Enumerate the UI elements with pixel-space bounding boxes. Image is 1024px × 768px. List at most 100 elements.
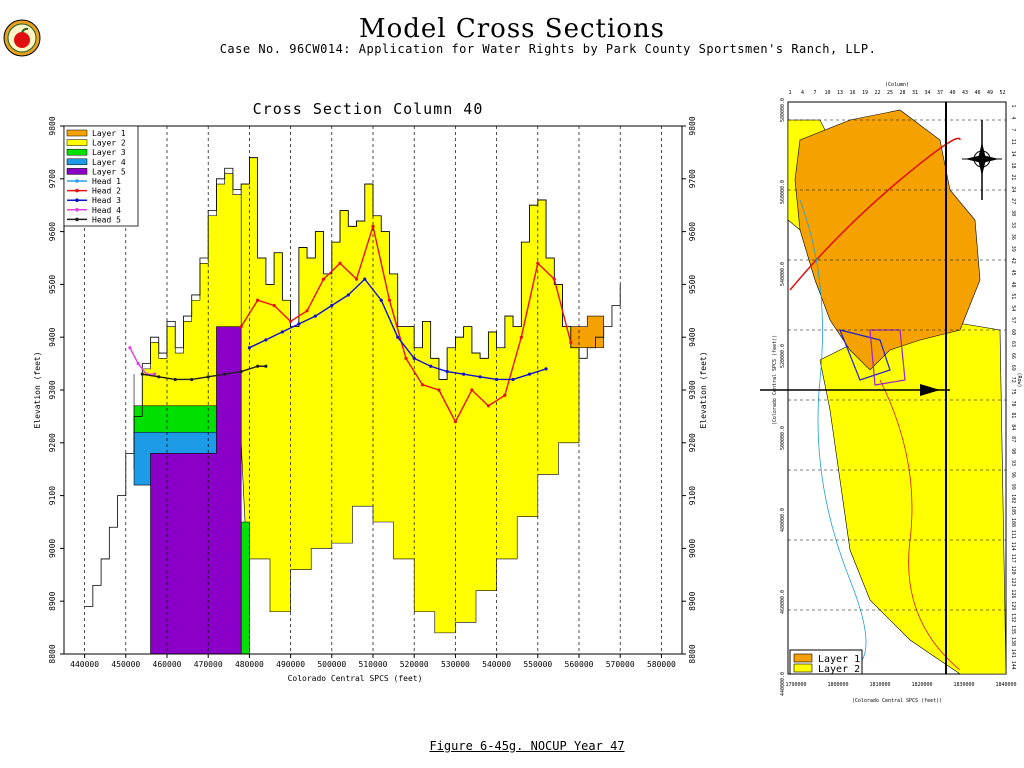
legend-label: Head 3 [92, 196, 121, 205]
y-tick-label: 9200 [48, 433, 57, 452]
page-subtitle: Case No. 96CW014: Application for Water … [219, 42, 877, 56]
map-left-tick-label: 560000.0 [780, 180, 786, 204]
map-right-tick-label: 51 [1010, 293, 1016, 299]
map-right-tick-label: 132 [1010, 613, 1016, 622]
map-right-tick-label: 7 [1010, 128, 1016, 131]
data-point [330, 303, 334, 308]
map-right-tick-label: 18 [1010, 162, 1016, 168]
map-right-tick-label: 27 [1010, 198, 1016, 204]
x-tick-label: 440000 [70, 660, 99, 669]
map-right-tick-label: 11 [1010, 139, 1016, 145]
y-tick-label-right: 9500 [688, 275, 697, 294]
map-bottom-tick-label: 1800000 [827, 682, 848, 688]
map-top-tick-label: 49 [987, 90, 993, 96]
map-right-tick-label: 69 [1010, 365, 1016, 371]
series-line-head-4 [129, 347, 155, 375]
y-tick-label: 9100 [48, 486, 57, 505]
data-point [321, 277, 326, 281]
y-tick-label-right: 8900 [688, 591, 697, 610]
map-legend-swatch-layer1 [793, 653, 813, 663]
map-right-tick-label: 90 [1010, 448, 1016, 454]
y-tick-label-right: 9000 [688, 539, 697, 558]
data-point [256, 364, 260, 368]
y-axis-label: Elevation (feet) [33, 351, 42, 428]
x-tick-label: 560000 [565, 660, 594, 669]
map-right-tick-label: 75 [1010, 389, 1016, 395]
y-tick-label-right: 9300 [688, 380, 697, 399]
map-right-tick-label: 81 [1010, 412, 1016, 418]
map-layer1-region [794, 109, 981, 371]
map-bottom-tick-label: 1830000 [953, 682, 974, 688]
data-point [206, 375, 210, 379]
map-right-tick-label: 45 [1010, 270, 1016, 276]
y-tick-label: 9300 [48, 380, 57, 399]
map-right-tick-label: 57 [1010, 317, 1016, 323]
location-map: 1 4 7 10 13 16 19 22 25 28 31 34 37 40 43 46 49 521471114… [760, 82, 1022, 704]
legend-swatch [66, 148, 88, 156]
legend-label: Head 5 [92, 215, 121, 224]
map-right-tick-label: 99 [1010, 484, 1016, 490]
map-road [789, 137, 961, 291]
y-tick-label-right: 9100 [688, 486, 697, 505]
legend-marker [75, 217, 79, 222]
data-point [305, 309, 309, 313]
data-point [495, 377, 499, 382]
map-right-tick-label: 54 [1010, 305, 1016, 311]
map-top-tick-label: 37 [937, 90, 943, 96]
map-top-tick-label: 31 [912, 90, 918, 96]
legend-label: Layer 4 [92, 158, 126, 167]
data-point [552, 277, 556, 281]
ground-surface-line [84, 157, 621, 607]
map-top-tick-label: 43 [962, 90, 968, 96]
map-top-tick-label: 28 [899, 90, 905, 96]
x-tick-label: 460000 [153, 660, 182, 669]
legend-label: Layer 1 [92, 129, 126, 138]
map-right-tick-label: 93 [1010, 460, 1016, 466]
data-point [173, 377, 177, 382]
map-top-tick-label: 1 [788, 90, 791, 96]
data-point [289, 319, 293, 323]
data-point [486, 404, 490, 408]
data-point [264, 364, 268, 368]
map-bottom-tick-label: 1820000 [911, 682, 932, 688]
map-right-tick-label: 36 [1010, 234, 1016, 240]
y-tick-label-right: 9600 [688, 222, 697, 241]
y-tick-label: 9400 [48, 327, 57, 346]
map-top-tick-label: 7 [813, 90, 816, 96]
map-right-tick-label: 60 [1010, 329, 1016, 335]
y-tick-label: 9700 [48, 169, 57, 188]
map-right-tick-label: 78 [1010, 400, 1016, 406]
legend-marker [75, 188, 79, 193]
map-right-tick-label: 111 [1010, 530, 1016, 539]
data-point [239, 325, 243, 329]
map-stream [799, 199, 867, 672]
map-right-tick-label: 66 [1010, 353, 1016, 359]
data-point [429, 364, 433, 368]
map-legend-label-layer2: Layer 2 [818, 664, 860, 675]
map-left-tick-label: 540000.0 [780, 262, 786, 286]
map-left-label: (Colorado Central SPCS (feet)) [772, 335, 778, 425]
x-tick-label: 500000 [317, 660, 346, 669]
map-right-tick-label: 1 [1010, 104, 1016, 107]
legend-swatch [66, 129, 88, 137]
map-left-tick-label: 440000.0 [780, 672, 786, 696]
data-point [280, 330, 284, 334]
data-point [371, 224, 375, 228]
figure-caption: Figure 6-45g. NOCUP Year 47 [429, 739, 625, 753]
map-right-tick-label: 129 [1010, 601, 1016, 610]
map-legend-label-layer1: Layer 1 [818, 654, 860, 665]
map-left-tick-label: 500000.0 [780, 426, 786, 450]
data-point [313, 314, 317, 318]
section-arrow-icon [920, 384, 940, 396]
legend-marker [75, 198, 79, 202]
map-bottom-tick-label: 1810000 [869, 682, 890, 688]
data-point [462, 372, 466, 376]
map-right-tick-label: 42 [1010, 258, 1016, 264]
x-tick-label: 550000 [523, 660, 552, 669]
data-point [247, 346, 251, 350]
map-right-axis-label: (Row) [1016, 372, 1022, 387]
data-point [379, 298, 383, 302]
legend-swatch [66, 158, 88, 166]
map-top-tick-label: 4 [801, 90, 804, 96]
legend-label: Head 1 [92, 177, 121, 186]
